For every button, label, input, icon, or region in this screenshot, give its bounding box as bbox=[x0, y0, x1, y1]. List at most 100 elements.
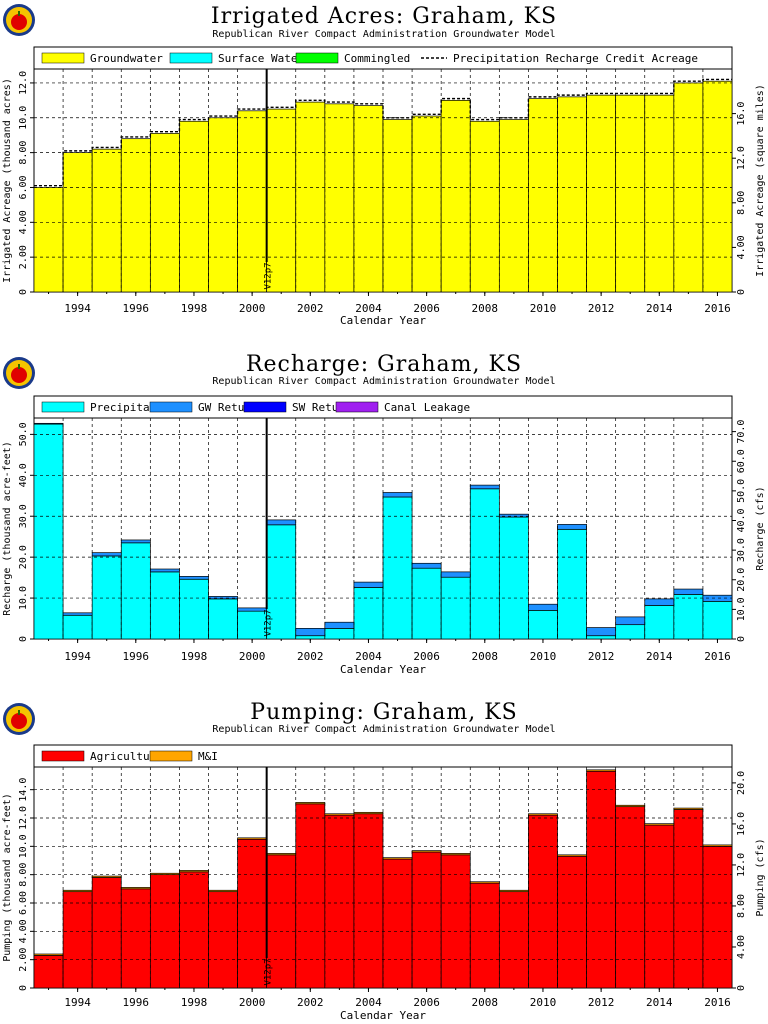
x-tick-label: 2000 bbox=[239, 650, 266, 663]
y-right-tick-label: 40.0 bbox=[736, 508, 747, 532]
x-tick-label: 2002 bbox=[297, 302, 324, 315]
y-tick-label: 8.00 bbox=[18, 141, 29, 165]
x-tick-label: 1996 bbox=[123, 302, 150, 315]
bar bbox=[411, 851, 442, 989]
legend-label: Canal Leakage bbox=[384, 401, 470, 414]
x-tick-label: 2010 bbox=[530, 996, 557, 1009]
x-tick-label: 2002 bbox=[297, 650, 324, 663]
y-right-tick-label: 4.00 bbox=[736, 935, 747, 959]
legend-label: Groundwater bbox=[90, 52, 163, 65]
x-tick-label: 2016 bbox=[704, 650, 731, 663]
bar bbox=[353, 813, 384, 989]
x-tick-label: 2000 bbox=[239, 302, 266, 315]
bar bbox=[382, 857, 413, 860]
x-tick-label: 2016 bbox=[704, 302, 731, 315]
x-tick-label: 2004 bbox=[355, 302, 382, 315]
y-tick-label: 0 bbox=[18, 636, 29, 642]
bar bbox=[62, 889, 93, 893]
recharge-chart: Precipitation GW Returns SW Returns Canal L… bbox=[2, 395, 766, 676]
bar bbox=[33, 955, 64, 989]
y-right-tick-label: 10.0 bbox=[736, 597, 747, 621]
bar bbox=[586, 770, 617, 989]
x-tick-label: 1994 bbox=[64, 996, 91, 1009]
y-tick-label: 0 bbox=[18, 289, 29, 295]
x-tick-label: 2006 bbox=[413, 650, 440, 663]
y-axis-label: Recharge (thousand acre-feet) bbox=[2, 441, 13, 616]
y-tick-label: 6.00 bbox=[18, 891, 29, 915]
bar bbox=[179, 871, 209, 989]
bar bbox=[324, 813, 355, 816]
bar bbox=[295, 628, 326, 637]
x-tick-label: 2014 bbox=[646, 650, 673, 663]
bar bbox=[149, 133, 180, 293]
bar bbox=[498, 891, 529, 989]
y-right-tick-label: 16.0 bbox=[736, 102, 747, 126]
bar bbox=[469, 882, 500, 989]
bar bbox=[557, 855, 587, 989]
x-tick-label: 2014 bbox=[646, 302, 673, 315]
legend-swatch bbox=[41, 401, 85, 413]
bar bbox=[353, 105, 384, 293]
y-right-tick-label: 0 bbox=[736, 985, 747, 991]
bar bbox=[528, 610, 558, 640]
legend-swatch bbox=[295, 52, 339, 64]
bar bbox=[91, 555, 122, 640]
x-tick-label: 2010 bbox=[530, 302, 557, 315]
y-tick-label: 10.0 bbox=[18, 106, 29, 130]
bar bbox=[353, 811, 384, 815]
x-tick-label: 2014 bbox=[646, 996, 673, 1009]
chart-title: Irrigated Acres: Graham, KS bbox=[210, 4, 558, 29]
bar bbox=[644, 598, 675, 606]
bar bbox=[91, 877, 122, 989]
x-tick-label: 2012 bbox=[588, 302, 615, 315]
bar bbox=[324, 103, 355, 293]
x-axis-label: Calendar Year bbox=[340, 663, 426, 676]
bar bbox=[615, 616, 646, 626]
legend-swatch bbox=[149, 401, 193, 413]
x-tick-label: 2000 bbox=[239, 996, 266, 1009]
x-tick-label: 2006 bbox=[413, 302, 440, 315]
bar bbox=[469, 881, 500, 884]
bar bbox=[295, 803, 326, 989]
bar bbox=[120, 539, 151, 544]
bar bbox=[411, 115, 442, 293]
apple-logo-icon bbox=[3, 703, 35, 735]
irrigated-acres-chart: Groundwater Surface Water Commingled Precip… bbox=[2, 46, 766, 327]
x-tick-label: 1998 bbox=[181, 650, 208, 663]
bar bbox=[382, 858, 413, 989]
y-right-tick-label: 30.0 bbox=[736, 538, 747, 562]
legend-label: Surface Water bbox=[218, 52, 304, 65]
bar bbox=[295, 802, 326, 805]
y-axis-label: Irrigated Acreage (thousand acres) bbox=[2, 78, 13, 283]
bar bbox=[440, 576, 471, 640]
bar bbox=[586, 769, 617, 772]
x-tick-label: 2006 bbox=[413, 996, 440, 1009]
x-tick-label: 2008 bbox=[472, 650, 499, 663]
y-right-tick-label: 20.0 bbox=[736, 568, 747, 592]
bar bbox=[615, 94, 646, 293]
recharge-panel: Recharge: Graham, KS Republican River Co… bbox=[2, 352, 766, 676]
chart-subtitle: Republican River Compact Administration … bbox=[212, 724, 556, 735]
x-tick-label: 1994 bbox=[64, 650, 91, 663]
apple-logo-icon bbox=[3, 4, 35, 36]
x-tick-label: 2004 bbox=[355, 996, 382, 1009]
y-right-tick-label: 8.00 bbox=[736, 191, 747, 215]
bar bbox=[91, 552, 122, 557]
bar bbox=[208, 596, 238, 600]
bar bbox=[324, 621, 355, 629]
bar bbox=[673, 588, 704, 595]
bar bbox=[353, 587, 384, 640]
y-right-tick-label: 20.0 bbox=[736, 771, 747, 795]
legend-swatch bbox=[169, 52, 213, 64]
y-tick-label: 6.00 bbox=[18, 175, 29, 199]
legend-swatch bbox=[149, 750, 193, 762]
bar bbox=[557, 854, 587, 857]
y-right-tick-label: 8.00 bbox=[736, 894, 747, 918]
bar bbox=[702, 845, 733, 989]
y-right-tick-label: 4.00 bbox=[736, 235, 747, 259]
y-tick-label: 20.0 bbox=[18, 545, 29, 569]
y-tick-label: 30.0 bbox=[18, 504, 29, 528]
y-axis-right-label: Recharge (cfs) bbox=[755, 486, 766, 570]
bar bbox=[62, 612, 93, 616]
